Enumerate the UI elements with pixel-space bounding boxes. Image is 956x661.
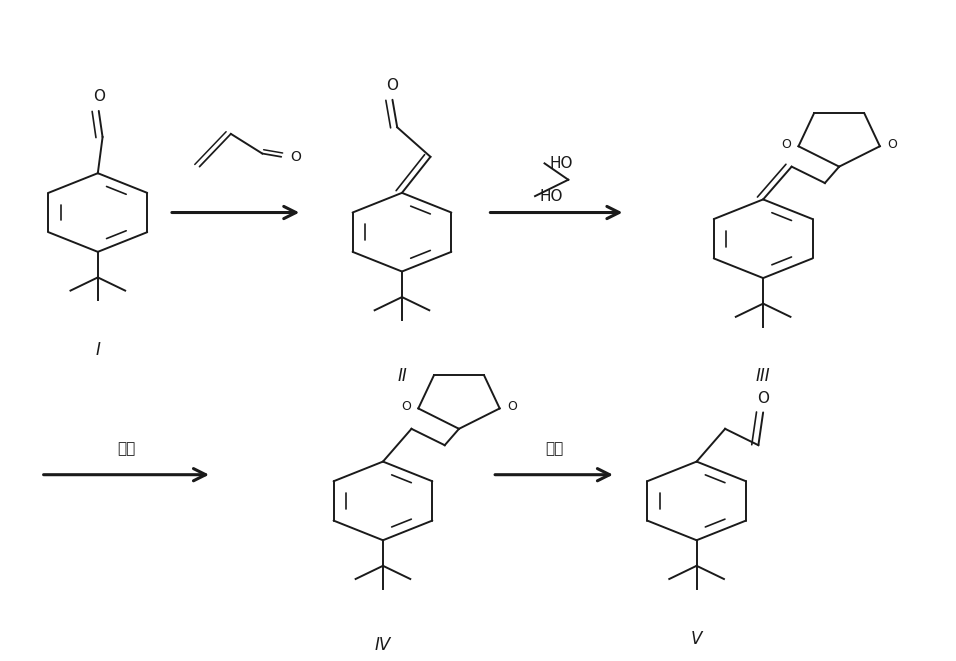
Text: 水解: 水解 <box>545 441 563 456</box>
Text: O: O <box>401 400 411 413</box>
Text: O: O <box>887 137 897 151</box>
Text: O: O <box>290 150 301 164</box>
Text: O: O <box>386 78 399 93</box>
Text: HO: HO <box>550 156 573 171</box>
Text: O: O <box>93 89 105 104</box>
Text: I: I <box>96 341 100 359</box>
Text: O: O <box>757 391 770 405</box>
Text: II: II <box>397 368 407 385</box>
Text: O: O <box>781 137 791 151</box>
Text: O: O <box>507 400 517 413</box>
Text: IV: IV <box>375 636 391 654</box>
Text: 还原: 还原 <box>118 441 136 456</box>
Text: III: III <box>756 368 771 385</box>
Text: HO: HO <box>540 188 563 204</box>
Text: V: V <box>691 629 703 648</box>
